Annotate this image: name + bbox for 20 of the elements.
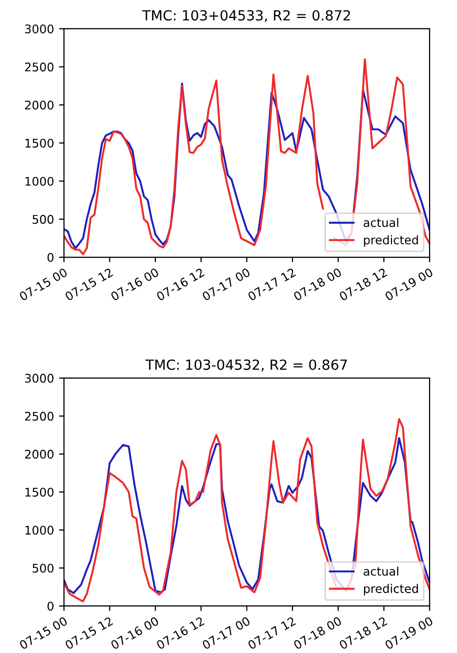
y-tick-label: 500 (32, 214, 54, 224)
y-tick-label: 2500 (25, 412, 54, 421)
chart-title: TMC: 103+04533, R2 = 0.872 (142, 10, 350, 22)
legend-label: actual (364, 566, 398, 576)
y-tick-label: 1500 (26, 488, 54, 497)
y-tick-label: 2000 (25, 450, 54, 459)
legend-label: actual (364, 218, 398, 228)
y-tick-label: 2500 (25, 62, 54, 72)
y-tick-label: 3000 (25, 374, 54, 383)
legend-label: predicted (364, 584, 418, 596)
chart-title: TMC: 103-04532, R2 = 0.867 (145, 359, 347, 372)
legend-label: predicted (364, 235, 418, 247)
y-tick-label: 1000 (26, 526, 54, 535)
y-tick-label: 500 (32, 564, 54, 573)
y-tick-label: 1500 (26, 138, 54, 148)
y-tick-label: 3000 (25, 24, 54, 34)
y-tick-label: 0 (48, 253, 54, 262)
y-tick-label: 2000 (25, 100, 54, 110)
y-tick-label: 1000 (26, 176, 54, 186)
y-tick-label: 0 (48, 602, 54, 611)
